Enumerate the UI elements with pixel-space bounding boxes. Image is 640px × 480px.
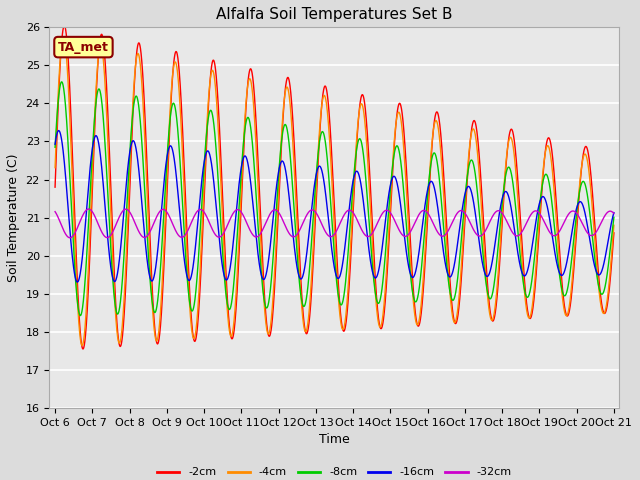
-32cm (610, 210, 618, 216)
-8cm (399, 181, 407, 187)
-16cm (55, 128, 63, 133)
-32cm (610, 211, 618, 216)
-32cm (84, 206, 92, 212)
-8cm (557, 283, 565, 288)
-8cm (207, 108, 215, 114)
-2cm (61, 23, 68, 28)
-2cm (207, 64, 215, 70)
-8cm (610, 216, 618, 221)
-4cm (399, 136, 407, 142)
-16cm (610, 210, 618, 216)
-32cm (389, 215, 397, 220)
-32cm (66, 235, 74, 240)
-2cm (172, 51, 179, 57)
-16cm (51, 142, 59, 147)
-2cm (51, 184, 59, 190)
-16cm (74, 279, 81, 285)
Title: Alfalfa Soil Temperatures Set B: Alfalfa Soil Temperatures Set B (216, 7, 452, 22)
-4cm (610, 224, 618, 230)
-2cm (399, 119, 407, 124)
-4cm (557, 282, 565, 288)
-16cm (399, 222, 407, 228)
Line: -4cm: -4cm (55, 37, 614, 346)
-16cm (610, 210, 618, 216)
-8cm (610, 215, 618, 220)
Line: -32cm: -32cm (55, 209, 614, 238)
-2cm (557, 269, 565, 275)
-16cm (207, 160, 215, 166)
-2cm (610, 230, 618, 236)
-2cm (79, 346, 87, 352)
Line: -16cm: -16cm (55, 131, 614, 282)
-8cm (58, 79, 65, 85)
Legend: -2cm, -4cm, -8cm, -16cm, -32cm: -2cm, -4cm, -8cm, -16cm, -32cm (153, 463, 516, 480)
Line: -2cm: -2cm (55, 25, 614, 349)
-32cm (399, 233, 407, 239)
-32cm (207, 225, 215, 230)
-8cm (51, 144, 59, 150)
-8cm (172, 105, 179, 110)
-8cm (77, 312, 84, 318)
-32cm (172, 227, 179, 232)
-16cm (557, 272, 565, 278)
-4cm (60, 34, 67, 40)
-32cm (51, 209, 59, 215)
-4cm (610, 222, 618, 228)
-8cm (389, 157, 397, 163)
-4cm (51, 165, 59, 170)
-4cm (207, 70, 215, 75)
-2cm (389, 159, 397, 165)
Line: -8cm: -8cm (55, 82, 614, 315)
Text: TA_met: TA_met (58, 41, 109, 54)
X-axis label: Time: Time (319, 433, 350, 446)
-4cm (172, 59, 179, 65)
-4cm (389, 152, 397, 157)
-4cm (78, 343, 86, 348)
-16cm (172, 163, 179, 168)
-16cm (389, 174, 397, 180)
-2cm (610, 232, 618, 238)
-32cm (557, 226, 565, 231)
Y-axis label: Soil Temperature (C): Soil Temperature (C) (7, 154, 20, 282)
